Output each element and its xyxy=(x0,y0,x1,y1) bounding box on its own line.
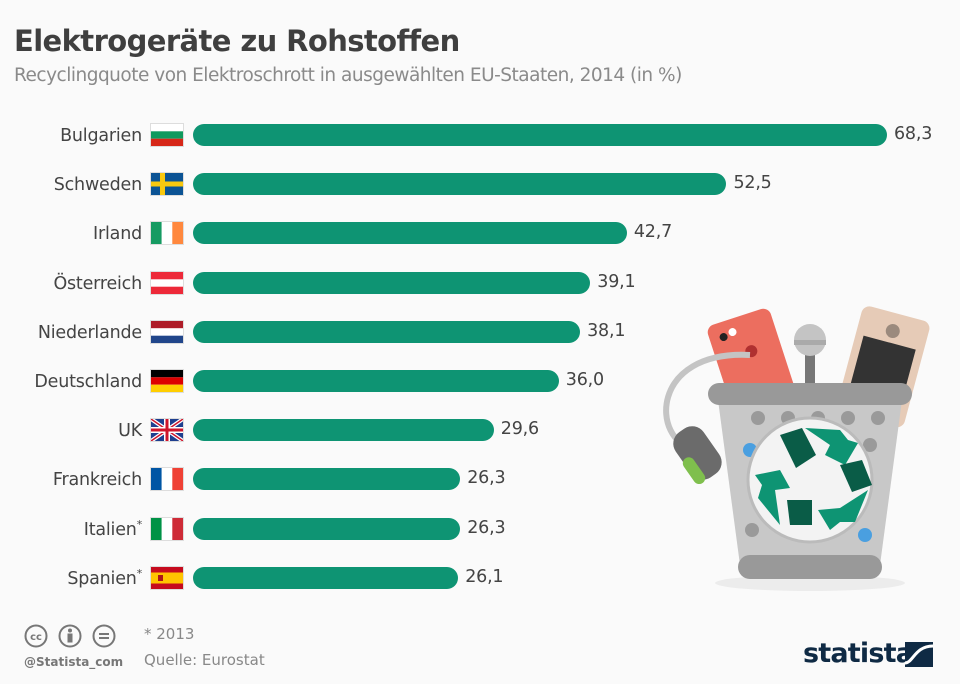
category-label-text: Niederlande xyxy=(37,322,142,343)
bar xyxy=(193,271,591,294)
bar xyxy=(193,419,494,442)
footnote-marker: * xyxy=(136,566,143,580)
statista-logo-icon[interactable] xyxy=(905,642,933,667)
category-label: Deutschland xyxy=(34,370,142,392)
category-label: UK xyxy=(118,419,142,441)
value-label: 52,5 xyxy=(733,173,772,194)
category-label-text: Frankreich xyxy=(52,470,142,491)
value-label: 39,1 xyxy=(597,271,636,292)
value-label: 26,1 xyxy=(465,566,504,587)
chart-title: Elektrogeräte zu Rohstoffen xyxy=(14,24,460,58)
no-derivatives-icon[interactable] xyxy=(92,624,116,648)
category-label-text: Österreich xyxy=(53,273,142,294)
statista-handle[interactable]: @Statista_com xyxy=(24,655,124,669)
bar xyxy=(193,124,887,146)
category-label-text: Italien xyxy=(83,519,137,540)
flag-netherlands-icon xyxy=(151,320,183,343)
chart-subtitle: Recyclingquote von Elektroschrott in aus… xyxy=(14,65,682,86)
bar xyxy=(193,222,627,245)
bar-row: Irland 42,7 xyxy=(0,221,960,245)
bar-row: Spanien* 26,1 xyxy=(0,566,960,590)
source-note: Quelle: Eurostat xyxy=(144,651,265,669)
value-label: 29,6 xyxy=(500,419,539,440)
bar-row: Frankreich 26,3 xyxy=(0,467,960,491)
statista-logo-text[interactable]: statista xyxy=(803,638,914,669)
category-label: Schweden xyxy=(54,173,142,195)
flag-italy-icon xyxy=(151,517,183,540)
bin-base xyxy=(738,555,882,579)
value-label: 42,7 xyxy=(633,222,673,243)
category-label: Italien* xyxy=(84,518,142,540)
bar-row: Österreich 39,1 xyxy=(0,271,960,295)
category-label-text: Spanien xyxy=(67,568,137,589)
category-label: Österreich xyxy=(53,272,142,294)
cc-icon[interactable]: cc xyxy=(24,624,48,648)
category-label: Bulgarien xyxy=(60,124,142,146)
category-label-text: Bulgarien xyxy=(60,125,142,146)
recycling-bin-illustration xyxy=(663,306,930,591)
value-label: 68,3 xyxy=(894,124,933,144)
category-label: Niederlande xyxy=(38,321,142,343)
value-label: 36,0 xyxy=(565,370,604,390)
bar xyxy=(193,468,461,491)
flag-sweden-icon xyxy=(151,173,183,196)
bar-row: Deutschland 36,0 xyxy=(0,369,960,393)
flag-germany-icon xyxy=(151,370,183,392)
value-label: 26,3 xyxy=(467,517,506,538)
flag-austria-icon xyxy=(151,271,183,294)
footnote-marker: * xyxy=(136,517,143,531)
category-label: Irland xyxy=(93,222,142,244)
attribution-icon[interactable] xyxy=(58,624,82,648)
bar-row: UK 29,6 xyxy=(0,418,960,442)
bin-rim xyxy=(708,383,912,405)
category-label: Spanien* xyxy=(67,567,142,589)
microphone-icon xyxy=(794,324,826,385)
footnote: * 2013 xyxy=(144,625,195,643)
flag-spain-icon xyxy=(151,566,183,589)
category-label-text: Schweden xyxy=(53,175,142,196)
bar xyxy=(193,566,459,589)
bar xyxy=(193,320,581,343)
bar xyxy=(193,370,559,392)
flag-uk-icon xyxy=(151,419,183,442)
flag-france-icon xyxy=(151,468,183,491)
bar xyxy=(193,517,461,540)
bar xyxy=(193,173,727,196)
flag-ireland-icon xyxy=(151,222,183,245)
headphone-ear-icon xyxy=(673,426,722,485)
flag-bulgaria-icon xyxy=(151,124,183,146)
recycle-icon xyxy=(755,428,872,530)
category-label-text: UK xyxy=(118,421,142,442)
value-label: 26,3 xyxy=(467,468,506,489)
category-label: Frankreich xyxy=(53,468,142,490)
bar-row: Niederlande 38,1 xyxy=(0,320,960,344)
bar-row: Schweden 52,5 xyxy=(0,172,960,196)
category-label-text: Deutschland xyxy=(34,371,142,392)
bar-row: Bulgarien 68,3 xyxy=(0,123,960,147)
bar-row: Italien* 26,3 xyxy=(0,517,960,541)
category-label-text: Irland xyxy=(93,224,142,245)
value-label: 38,1 xyxy=(587,320,626,341)
svg-text:cc: cc xyxy=(30,632,42,643)
